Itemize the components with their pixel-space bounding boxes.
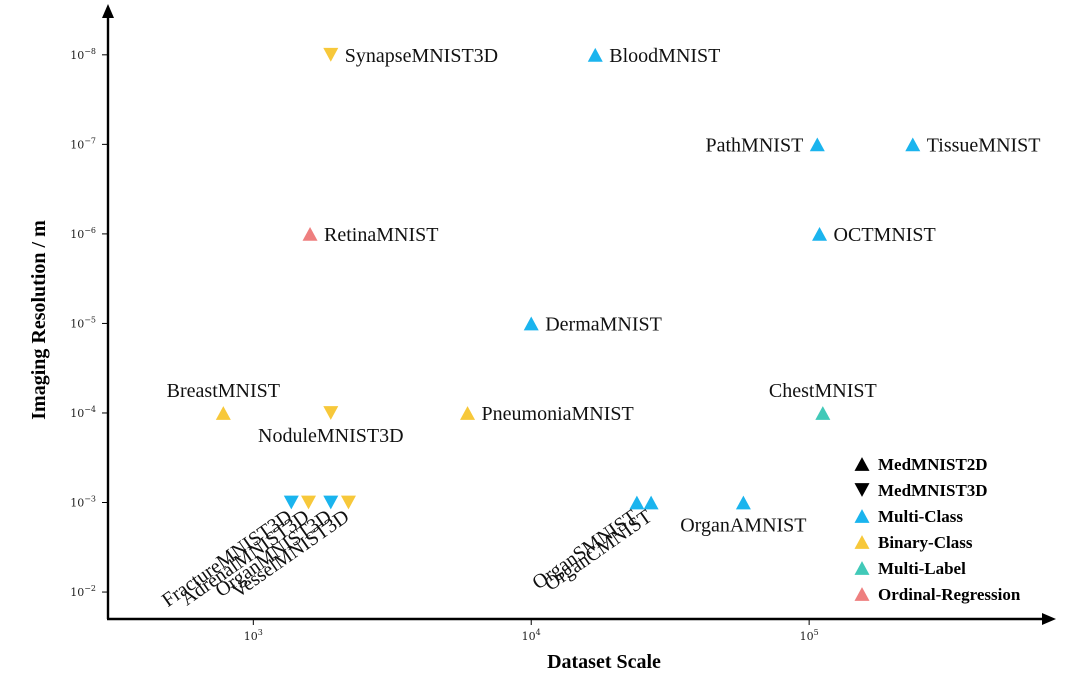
y-tick-label-exponent: −2 xyxy=(84,584,96,593)
point-organsmnist xyxy=(629,495,645,510)
legend-marker-ordinal-regression xyxy=(854,587,870,601)
y-tick-label-base: 10 xyxy=(70,317,84,330)
point-pneumoniamnist xyxy=(460,406,476,420)
legend-marker-binary-class xyxy=(854,535,870,549)
y-tick-label: 10−3 xyxy=(70,495,96,510)
legend-label-medmnist3d: MedMNIST3D xyxy=(878,481,988,500)
y-tick-labels: 10−810−710−610−510−410−310−2 xyxy=(70,47,108,599)
point-label-chestmnist: ChestMNIST xyxy=(769,380,877,402)
x-tick-label-exponent: 4 xyxy=(536,628,541,637)
y-axis-arrowhead xyxy=(102,4,114,18)
point-label-bloodmnist: BloodMNIST xyxy=(609,45,720,67)
point-label-tissuemnist: TissueMNIST xyxy=(927,134,1041,156)
point-breastmnist xyxy=(215,406,231,420)
y-tick-label: 10−8 xyxy=(70,47,96,62)
y-tick-label: 10−5 xyxy=(70,315,96,330)
legend-marker-multi-class xyxy=(854,509,870,523)
x-tick-label-base: 10 xyxy=(800,630,814,643)
y-tick-label-base: 10 xyxy=(70,49,84,62)
point-label-octmnist: OCTMNIST xyxy=(834,224,936,246)
data-points: SynapseMNIST3D BloodMNIST PathMNIST TissueM… xyxy=(158,45,1041,612)
point-organamnist xyxy=(735,495,751,510)
legend-label-multi-class: Multi-Class xyxy=(878,507,963,526)
x-tick-label-base: 10 xyxy=(244,630,258,643)
y-tick-label: 10−4 xyxy=(70,405,96,420)
x-tick-label-base: 10 xyxy=(522,630,536,643)
point-organmnist3d xyxy=(323,495,339,510)
y-tick-label-exponent: −4 xyxy=(84,405,96,414)
y-tick-label-base: 10 xyxy=(70,586,84,599)
x-tick-label: 104 xyxy=(522,628,541,643)
point-chestmnist xyxy=(815,406,831,420)
y-tick-label: 10−2 xyxy=(70,584,96,599)
legend-label-binary-class: Binary-Class xyxy=(878,533,973,552)
y-tick-label-base: 10 xyxy=(70,138,84,151)
point-synapsemnist3d xyxy=(323,47,339,62)
y-tick-label-exponent: −5 xyxy=(84,315,96,324)
y-tick-label-base: 10 xyxy=(70,228,84,241)
x-axis-title: Dataset Scale xyxy=(547,651,661,673)
point-fracturemnist3d xyxy=(283,495,299,510)
x-tick-label: 105 xyxy=(800,628,819,643)
point-label-dermamnist: DermaMNIST xyxy=(545,313,662,335)
point-adrenalmnist3d xyxy=(301,495,317,510)
x-tick-labels: 103 104 105 xyxy=(244,619,819,643)
point-label-organcmnist: OrganCMNIST xyxy=(541,506,656,596)
legend: MedMNIST2D MedMNIST3D Multi-Class Binary-Cl… xyxy=(854,455,1021,604)
legend-label-multi-label: Multi-Label xyxy=(878,559,966,578)
legend-marker-multi-label xyxy=(854,561,870,575)
y-tick-label-exponent: −3 xyxy=(84,495,96,504)
x-tick-label-exponent: 3 xyxy=(258,628,263,637)
point-vesselmnist3d xyxy=(340,495,356,510)
point-tissuemnist xyxy=(905,137,921,152)
point-octmnist xyxy=(812,226,828,241)
point-label-pneumoniamnist: PneumoniaMNIST xyxy=(482,403,634,425)
point-label-nodulemnist3d: NoduleMNIST3D xyxy=(258,425,404,447)
y-tick-label-base: 10 xyxy=(70,497,84,510)
point-dermamnist xyxy=(523,316,539,331)
axes xyxy=(102,4,1056,625)
legend-marker-medmnist3d xyxy=(854,483,870,497)
point-bloodmnist xyxy=(587,47,603,62)
point-label-pathmnist: PathMNIST xyxy=(706,134,804,156)
point-label-breastmnist: BreastMNIST xyxy=(167,380,280,402)
y-tick-label-exponent: −8 xyxy=(84,47,96,56)
y-tick-label: 10−7 xyxy=(70,136,96,151)
x-tick-label: 103 xyxy=(244,628,263,643)
point-organcmnist xyxy=(643,495,659,510)
y-tick-label-exponent: −6 xyxy=(84,226,96,235)
point-retinamnist xyxy=(302,226,318,241)
point-nodulemnist3d xyxy=(323,406,339,420)
x-tick-label-exponent: 5 xyxy=(814,628,819,637)
point-label-organamnist: OrganAMNIST xyxy=(680,515,806,537)
y-tick-label-exponent: −7 xyxy=(84,136,96,145)
y-tick-label-base: 10 xyxy=(70,407,84,420)
point-label-synapsemnist3d: SynapseMNIST3D xyxy=(345,45,498,67)
legend-marker-medmnist2d xyxy=(854,457,870,471)
legend-label-medmnist2d: MedMNIST2D xyxy=(878,455,988,474)
y-axis-title: Imaging Resolution / m xyxy=(28,220,50,420)
y-tick-label: 10−6 xyxy=(70,226,96,241)
point-pathmnist xyxy=(809,137,825,152)
x-axis-arrowhead xyxy=(1042,613,1056,625)
legend-label-ordinal-regression: Ordinal-Regression xyxy=(878,585,1021,604)
point-label-retinamnist: RetinaMNIST xyxy=(324,224,438,246)
